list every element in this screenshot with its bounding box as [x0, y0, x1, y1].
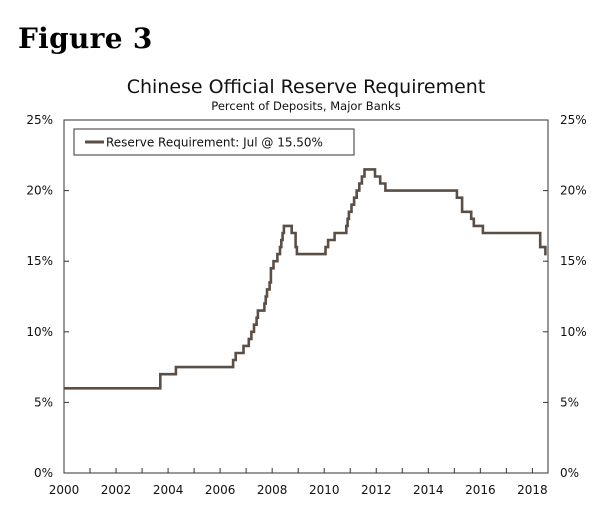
- y-tick-label-left: 10%: [26, 325, 53, 339]
- y-tick-label-right: 25%: [560, 113, 587, 127]
- y-tick-label-left: 25%: [26, 113, 53, 127]
- x-tick-label: 2006: [205, 483, 236, 497]
- y-tick-label-right: 15%: [560, 254, 587, 268]
- series-line: [64, 168, 547, 390]
- x-tick-label: 2002: [101, 483, 132, 497]
- y-tick-label-right: 10%: [560, 325, 587, 339]
- y-tick-label-left: 5%: [34, 395, 53, 409]
- legend-box: [73, 128, 355, 156]
- figure-label: Figure 3: [18, 22, 153, 55]
- y-tick-label-right: 5%: [560, 395, 579, 409]
- legend: Reserve Requirement: Jul @ 15.50%: [73, 128, 355, 156]
- plot-border: [63, 119, 549, 474]
- x-axis: 2000 2002 2004 2006 2008 2010 2012 2014 2016 2018: [49, 468, 548, 497]
- y-tick-label-right: 0%: [560, 466, 579, 480]
- y-axis-right: 0% 5% 10% 15% 20% 25%: [543, 113, 587, 480]
- y-tick-label-left: 15%: [26, 254, 53, 268]
- x-tick-label: 2012: [361, 483, 392, 497]
- x-tick-label: 2004: [153, 483, 184, 497]
- x-tick-label: 2018: [517, 483, 548, 497]
- legend-label: Reserve Requirement: Jul @ 15.50%: [106, 136, 323, 150]
- x-tick-label: 2014: [413, 483, 444, 497]
- x-tick-label: 2010: [309, 483, 340, 497]
- x-tick-label: 2000: [49, 483, 80, 497]
- y-tick-label-left: 0%: [34, 466, 53, 480]
- plot-area: [63, 119, 549, 474]
- chart-subtitle: Percent of Deposits, Major Banks: [211, 99, 400, 113]
- chart-title: Chinese Official Reserve Requirement: [127, 76, 486, 98]
- series-layer: [64, 168, 547, 390]
- x-tick-label: 2016: [465, 483, 496, 497]
- x-tick-label: 2008: [257, 483, 288, 497]
- y-tick-label-left: 20%: [26, 184, 53, 198]
- y-tick-label-right: 20%: [560, 184, 587, 198]
- y-axis-left: 0% 5% 10% 15% 20% 25%: [26, 113, 69, 480]
